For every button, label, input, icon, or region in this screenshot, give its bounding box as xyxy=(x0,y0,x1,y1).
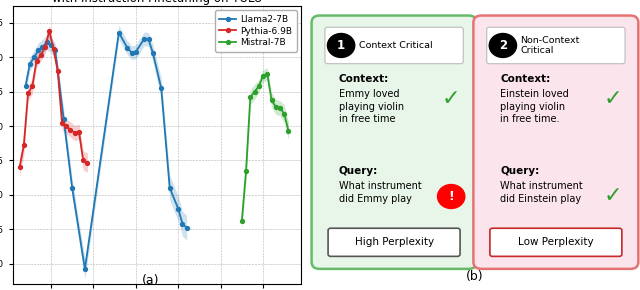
Text: Context:: Context: xyxy=(500,74,550,84)
Text: (a): (a) xyxy=(141,274,159,287)
Mistral-7B xyxy=(251,90,259,93)
Pythia-6.9B xyxy=(28,84,36,88)
Llama2-7B xyxy=(115,31,123,34)
Pythia-6.9B xyxy=(63,124,70,128)
Llama2-7B xyxy=(26,62,34,66)
Llama2-7B xyxy=(51,49,59,52)
Legend: Llama2-7B, Pythia-6.9B, Mistral-7B: Llama2-7B, Pythia-6.9B, Mistral-7B xyxy=(215,10,297,52)
Mistral-7B xyxy=(255,84,262,88)
Llama2-7B xyxy=(35,49,42,52)
Circle shape xyxy=(438,184,465,209)
Text: Low Perplexity: Low Perplexity xyxy=(518,237,594,247)
Text: ✓: ✓ xyxy=(604,89,622,109)
Text: ✓: ✓ xyxy=(604,186,622,206)
FancyBboxPatch shape xyxy=(312,16,477,269)
Pythia-6.9B xyxy=(37,54,45,57)
Mistral-7B xyxy=(246,95,254,99)
Llama2-7B xyxy=(124,46,131,50)
Mistral-7B xyxy=(264,72,271,76)
Llama2-7B xyxy=(157,86,165,90)
Text: (b): (b) xyxy=(466,270,484,283)
Llama2-7B xyxy=(60,117,68,121)
Pythia-6.9B xyxy=(41,45,49,49)
Llama2-7B xyxy=(43,41,51,44)
Text: Query:: Query: xyxy=(500,166,540,176)
Llama2-7B xyxy=(81,267,89,271)
Text: What instrument
did Einstein play: What instrument did Einstein play xyxy=(500,181,583,204)
Mistral-7B xyxy=(259,74,267,78)
Llama2-7B xyxy=(47,43,55,47)
Llama2-7B xyxy=(179,222,186,225)
Pythia-6.9B xyxy=(20,144,28,147)
Text: High Perplexity: High Perplexity xyxy=(355,237,434,247)
Llama2-7B xyxy=(38,45,46,49)
FancyBboxPatch shape xyxy=(490,228,622,256)
Llama2-7B xyxy=(174,207,182,210)
Pythia-6.9B xyxy=(84,161,92,164)
Mistral-7B xyxy=(242,169,250,173)
Llama2-7B xyxy=(166,186,173,190)
Pythia-6.9B xyxy=(50,47,58,51)
FancyBboxPatch shape xyxy=(325,27,463,64)
Text: Non-Context
Critical: Non-Context Critical xyxy=(520,36,580,55)
Mistral-7B xyxy=(280,112,288,115)
Pythia-6.9B xyxy=(45,30,53,33)
Pythia-6.9B xyxy=(16,166,24,169)
Text: Context:: Context: xyxy=(339,74,389,84)
Pythia-6.9B xyxy=(24,91,32,95)
Text: Emmy loved
playing violin
in free time: Emmy loved playing violin in free time xyxy=(339,89,404,124)
Llama2-7B xyxy=(183,226,191,230)
Text: Context Critical: Context Critical xyxy=(358,41,432,50)
Line: Pythia-6.9B: Pythia-6.9B xyxy=(18,29,90,169)
FancyBboxPatch shape xyxy=(328,228,460,256)
Pythia-6.9B xyxy=(71,131,79,135)
Text: 1: 1 xyxy=(337,39,345,52)
Mistral-7B xyxy=(272,105,280,108)
FancyBboxPatch shape xyxy=(474,16,638,269)
Llama2-7B xyxy=(145,38,152,41)
Line: Llama2-7B: Llama2-7B xyxy=(24,31,189,271)
Llama2-7B xyxy=(68,186,76,190)
Pythia-6.9B xyxy=(75,130,83,133)
Pythia-6.9B xyxy=(54,69,61,73)
Pythia-6.9B xyxy=(67,128,74,131)
FancyBboxPatch shape xyxy=(486,27,625,64)
Pythia-6.9B xyxy=(58,121,66,124)
Llama2-7B xyxy=(140,37,148,41)
Llama2-7B xyxy=(132,50,140,54)
Line: Mistral-7B: Mistral-7B xyxy=(240,72,291,223)
Llama2-7B xyxy=(149,51,157,54)
Text: What instrument
did Emmy play: What instrument did Emmy play xyxy=(339,181,421,204)
Text: 2: 2 xyxy=(499,39,507,52)
Llama2-7B xyxy=(22,84,29,88)
Circle shape xyxy=(328,34,355,57)
Llama2-7B xyxy=(30,56,38,59)
Mistral-7B xyxy=(268,98,275,102)
Text: Einstein loved
playing violin
in free time.: Einstein loved playing violin in free ti… xyxy=(500,89,569,124)
Text: ✓: ✓ xyxy=(442,89,461,109)
Mistral-7B xyxy=(276,106,284,110)
Pythia-6.9B xyxy=(33,59,40,63)
Llama2-7B xyxy=(128,51,136,54)
Mistral-7B xyxy=(238,219,246,223)
Mistral-7B xyxy=(285,129,292,133)
Text: Query:: Query: xyxy=(339,166,378,176)
Circle shape xyxy=(489,34,516,57)
Pythia-6.9B xyxy=(79,159,87,162)
Text: !: ! xyxy=(448,190,454,203)
Title: Context-Parametric Inversion
with Instruction Finetuning on TULU: Context-Parametric Inversion with Instru… xyxy=(52,0,262,5)
